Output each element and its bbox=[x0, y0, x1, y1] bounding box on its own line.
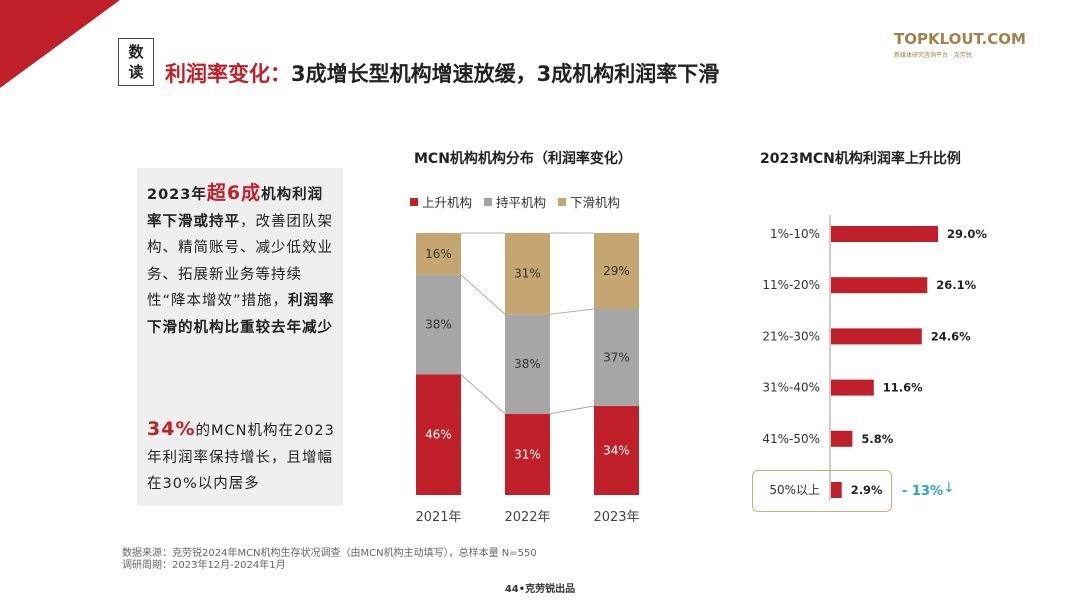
hbar-41%-50% bbox=[831, 430, 853, 447]
y-tick-label-11%-20%: 11%-20% bbox=[762, 278, 820, 292]
source-line-1: 数据来源：克劳锐2024年MCN机构生存状况调查（由MCN机构主动填写），总样本… bbox=[122, 548, 537, 559]
x-tick-label-2023年: 2023年 bbox=[593, 510, 639, 525]
summary-percent: 34% bbox=[147, 418, 196, 440]
source-line-2: 调研周期：2023年12月-2024年1月 bbox=[122, 560, 286, 571]
x-tick-label-2021年: 2021年 bbox=[415, 510, 461, 525]
legend-label-rise: 上升机构 bbox=[422, 195, 473, 210]
legend-swatch-flat bbox=[484, 197, 493, 206]
page-footer: 44•克劳锐出品 bbox=[504, 584, 576, 595]
value-label-1%-10%: 29.0% bbox=[947, 227, 987, 241]
segment-label-2023年-持平机构: 37% bbox=[603, 350, 630, 364]
page-title: 利润率变化：3成增长型机构增速放缓，3成机构利润率下滑 bbox=[165, 58, 719, 88]
y-tick-label-50%以上: 50%以上 bbox=[769, 483, 820, 497]
value-label-31%-40%: 11.6% bbox=[883, 381, 923, 395]
y-tick-label-31%-40%: 31%-40% bbox=[762, 381, 820, 395]
legend-swatch-rise bbox=[410, 197, 418, 206]
section-tag-char-2: 读 bbox=[128, 63, 144, 81]
legend-label-flat: 持平机构 bbox=[496, 195, 547, 210]
section-tag: 数 读 bbox=[118, 38, 154, 86]
hbar-21%-30% bbox=[831, 328, 922, 345]
legend-swatch-fall bbox=[558, 197, 567, 206]
segment-label-2023年-上升机构: 34% bbox=[603, 443, 630, 457]
legend-label-fall: 下滑机构 bbox=[570, 195, 621, 210]
connector-line bbox=[460, 374, 506, 415]
segment-label-2021年-持平机构: 38% bbox=[425, 318, 452, 332]
segment-label-2022年-下滑机构: 31% bbox=[514, 267, 541, 281]
y-tick-label-1%-10%: 1%-10% bbox=[770, 227, 820, 241]
value-label-50%以上: 2.9% bbox=[851, 483, 883, 497]
x-tick-label-2022年: 2022年 bbox=[504, 510, 550, 525]
down-arrow-icon: ↓ bbox=[943, 480, 955, 496]
value-label-21%-30%: 24.6% bbox=[931, 329, 971, 343]
summary-highlight: 超6成 bbox=[206, 182, 262, 204]
segment-label-2022年-上升机构: 31% bbox=[514, 447, 541, 461]
segment-label-2021年-上升机构: 46% bbox=[425, 428, 452, 442]
logo-tagline: 新媒体研究咨询平台 · 克劳锐 bbox=[894, 52, 972, 59]
bar-segment-2022年-持平机构 bbox=[505, 314, 550, 414]
segment-label-2023年-下滑机构: 29% bbox=[603, 264, 630, 278]
summary-body-2: 的MCN机构在2023年利润率保持增长，且增幅在30%以内居多 bbox=[147, 423, 335, 492]
brand-logo: TOPKLOUT.COM 新媒体研究咨询平台 · 克劳锐 bbox=[894, 30, 1026, 59]
hbar-31%-40% bbox=[831, 379, 874, 396]
hbar-1%-10% bbox=[831, 226, 939, 242]
hbar-50%以上 bbox=[831, 482, 842, 498]
bar-segment-2023年-持平机构 bbox=[594, 308, 639, 406]
summary-body: ，改善团队架构、精简账号、减少低效业务、拓展新业务等持续性“降本增效”措施， bbox=[147, 213, 333, 310]
y-tick-label-41%-50%: 41%-50% bbox=[762, 432, 820, 446]
bar-segment-2022年-下滑机构 bbox=[505, 233, 550, 315]
logo-wordmark: TOPKLOUT.COM bbox=[894, 30, 1026, 48]
bar-chart-title: 2023MCN机构利润率上升比例 bbox=[760, 151, 961, 167]
stacked-chart-legend: 上升机构 持平机构 下滑机构 bbox=[410, 192, 620, 211]
bar-segment-2023年-上升机构 bbox=[594, 405, 639, 495]
summary-panel: 2023年超6成机构利润率下滑或持平，改善团队架构、精简账号、减少低效业务、拓展… bbox=[137, 168, 343, 506]
data-source: 数据来源：克劳锐2024年MCN机构生存状况调查（由MCN机构主动填写），总样本… bbox=[122, 548, 537, 572]
hbar-11%-20% bbox=[831, 277, 928, 294]
legend-item-flat: 持平机构 bbox=[484, 192, 546, 211]
page-title-rest: 3成增长型机构增速放缓，3成机构利润率下滑 bbox=[291, 62, 720, 86]
summary-year: 2023年 bbox=[147, 187, 207, 203]
summary-paragraph-2: 34%的MCN机构在2023年利润率保持增长，且增幅在30%以内居多 bbox=[147, 416, 337, 498]
bar-segment-2023年-下滑机构 bbox=[594, 233, 639, 309]
value-label-41%-50%: 5.8% bbox=[861, 432, 893, 446]
value-label-11%-20%: 26.1% bbox=[936, 278, 976, 292]
bar-segment-2022年-上升机构 bbox=[505, 413, 550, 495]
summary-paragraph-1: 2023年超6成机构利润率下滑或持平，改善团队架构、精简账号、减少低效业务、拓展… bbox=[147, 180, 337, 341]
bar-segment-2021年-下滑机构 bbox=[416, 233, 461, 275]
change-annotation: - 13% bbox=[902, 484, 944, 499]
segment-label-2022年-持平机构: 38% bbox=[514, 357, 541, 371]
stacked-chart-title: MCN机构机构分布（利润率变化） bbox=[414, 151, 632, 167]
legend-item-fall: 下滑机构 bbox=[558, 192, 620, 211]
y-tick-label-21%-30%: 21%-30% bbox=[762, 329, 820, 343]
connector-line bbox=[460, 274, 506, 315]
connector-line bbox=[549, 308, 595, 315]
segment-label-2021年-下滑机构: 16% bbox=[425, 247, 452, 261]
summary-bold-1: 机构利润率下滑或持平 bbox=[147, 187, 324, 230]
bar-segment-2021年-上升机构 bbox=[416, 374, 461, 495]
connector-line bbox=[549, 405, 595, 415]
legend-item-rise: 上升机构 bbox=[410, 192, 472, 211]
section-tag-char-1: 数 bbox=[128, 43, 144, 61]
summary-bold-2: 利润率下滑的机构比重较去年减少 bbox=[147, 293, 335, 336]
page-title-highlight: 利润率变化： bbox=[165, 62, 291, 86]
corner-decoration-red bbox=[0, 0, 120, 88]
bar-segment-2021年-持平机构 bbox=[416, 274, 461, 375]
highlight-box bbox=[752, 470, 892, 512]
